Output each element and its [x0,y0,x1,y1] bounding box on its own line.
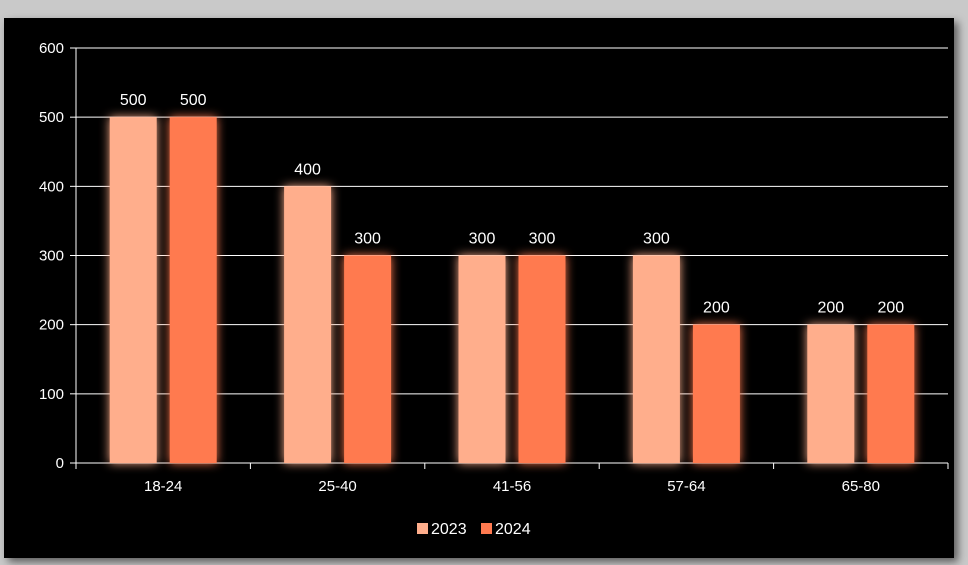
x-tick-label: 25-40 [318,478,356,495]
x-tick-label: 65-80 [842,478,880,495]
legend-label: 2023 [431,521,467,538]
legend-swatch-2024 [481,523,492,534]
bar-2023-41-56 [458,255,506,463]
data-label: 200 [877,300,904,317]
data-label: 500 [120,92,147,109]
bar-2024-57-64 [692,324,740,463]
bar-2024-41-56 [518,255,566,463]
x-tick-label: 18-24 [144,478,182,495]
bar-2023-18-24 [109,117,157,464]
data-label: 200 [817,300,844,317]
data-label: 300 [643,231,670,248]
data-label: 300 [529,231,556,248]
y-tick-label: 300 [39,248,64,265]
chart-panel: 0 100 200 300 400 500 600 18-24 25-40 41-56 57-64 6… [4,18,954,558]
data-label: 200 [703,300,730,317]
axes: 0 100 200 300 400 500 600 18-24 25-40 41-56 57-64 6… [39,40,949,495]
data-label: 300 [469,231,496,248]
data-label: 400 [294,161,321,178]
legend-label: 2024 [495,521,531,538]
y-tick-label: 500 [39,109,64,126]
bar-2024-25-40 [344,255,392,463]
bar-2023-65-80 [807,324,855,463]
data-label: 500 [180,92,207,109]
y-tick-label: 100 [39,386,64,403]
bar-2024-18-24 [169,117,217,464]
legend: 2023 2024 [417,521,531,538]
data-labels: 500 500 400 300 300 300 300 200 200 200 [120,92,904,317]
x-tick-label: 57-64 [667,478,705,495]
x-tick-label: 41-56 [493,478,531,495]
bar-2023-57-64 [632,255,680,463]
bar-2023-25-40 [284,186,332,464]
bars [109,117,915,464]
bar-chart: 0 100 200 300 400 500 600 18-24 25-40 41-56 57-64 6… [39,40,949,538]
bar-2024-65-80 [867,324,915,463]
y-tick-label: 0 [56,455,64,472]
y-tick-label: 400 [39,178,64,195]
legend-swatch-2023 [417,523,428,534]
data-label: 300 [354,231,381,248]
gridlines [76,47,948,395]
y-tick-label: 200 [39,317,64,334]
y-tick-label: 600 [39,40,64,57]
